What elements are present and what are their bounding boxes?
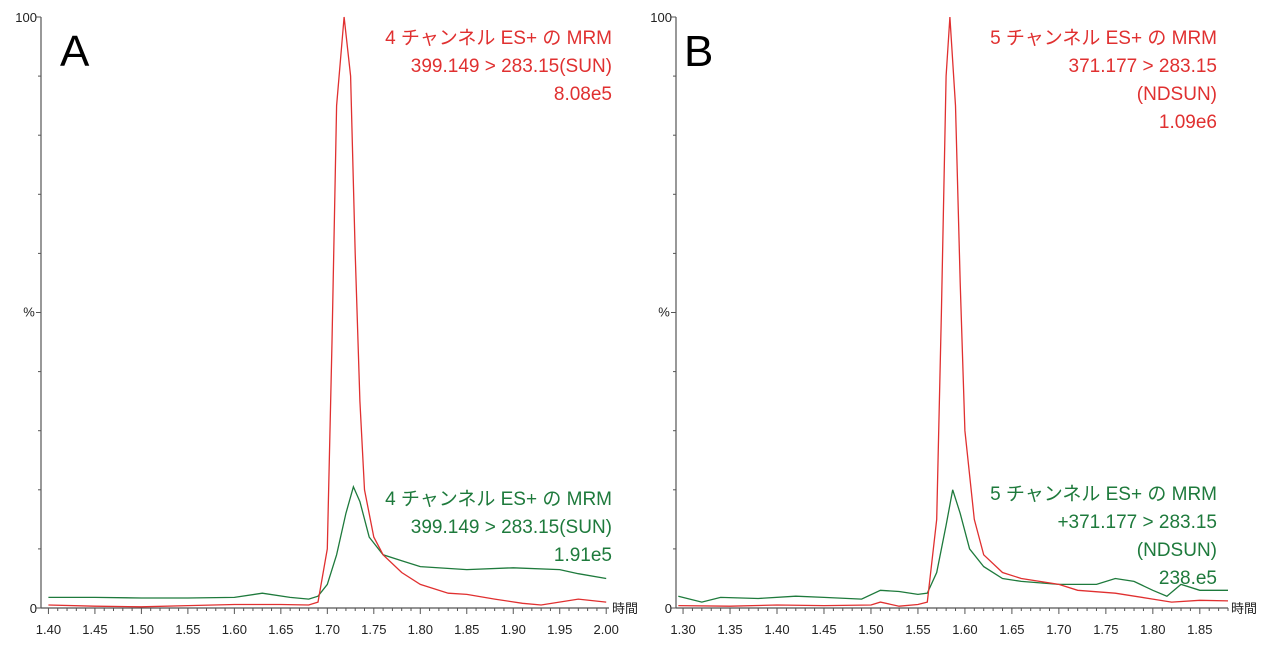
x-tick-label: 1.30 (670, 622, 695, 637)
series-annotation-green: 4 チャンネル ES+ の MRM (385, 489, 612, 510)
series-annotation-red: (NDSUN) (1137, 84, 1217, 105)
series-annotation-red: 4 チャンネル ES+ の MRM (385, 28, 612, 49)
panel-b: 100 0% 1.30 1.35 1.40 1.45 1.50 1.55 1.60 1.65 1.7… (650, 10, 1257, 637)
x-tick-label: 1.65 (999, 622, 1024, 637)
x-tick-label: 1.75 (361, 622, 386, 637)
series-annotation-red: 1.09e6 (1159, 112, 1217, 133)
x-axis-label: 時間 (1231, 601, 1257, 616)
y-tick-label: 0 (665, 601, 672, 616)
x-tick-label: 1.75 (1093, 622, 1118, 637)
series-annotation-green: (NDSUN) (1137, 540, 1217, 561)
x-tick-label: 1.40 (36, 622, 61, 637)
x-tick-label: 1.35 (717, 622, 742, 637)
series-line-green (48, 484, 607, 600)
x-tick-label: 2.00 (594, 622, 619, 637)
series-annotation-green: 238.e5 (1159, 568, 1217, 589)
series-annotation-green: +371.177 > 283.15 (1057, 512, 1217, 533)
x-axis-label: 時間 (612, 601, 638, 616)
series-annotation-green: 399.149 > 283.15(SUN) (411, 517, 612, 538)
x-tick-label: 1.60 (952, 622, 977, 637)
x-tick-label: 1.80 (1140, 622, 1165, 637)
panel-letter: B (684, 27, 713, 76)
x-tick-label: 1.80 (408, 622, 433, 637)
x-tick-label: 1.50 (129, 622, 154, 637)
x-tick-label: 1.45 (82, 622, 107, 637)
x-tick-label: 1.85 (454, 622, 479, 637)
x-tick-label: 1.85 (1187, 622, 1212, 637)
panel-letter: A (60, 27, 90, 76)
series-annotation-red: 5 チャンネル ES+ の MRM (990, 28, 1217, 49)
series-annotation-red: 371.177 > 283.15 (1069, 56, 1217, 77)
series-line-red (48, 16, 607, 608)
x-tick-label: 1.70 (315, 622, 340, 637)
x-tick-label: 1.70 (1046, 622, 1071, 637)
series-line-green (678, 489, 1228, 603)
series-annotation-red: 399.149 > 283.15(SUN) (411, 56, 612, 77)
series-annotation-red: 8.08e5 (554, 84, 612, 105)
series-annotation-green: 1.91e5 (554, 545, 612, 566)
x-tick-label: 1.40 (764, 622, 789, 637)
x-tick-label: 1.90 (501, 622, 526, 637)
x-tick-label: 1.50 (858, 622, 883, 637)
series-line-red (678, 16, 1229, 607)
x-tick-label: 1.55 (905, 622, 930, 637)
y-tick-label: 100 (650, 10, 672, 25)
x-tick-label: 1.95 (547, 622, 572, 637)
x-tick-label: 1.60 (222, 622, 247, 637)
x-tick-label: 1.55 (175, 622, 200, 637)
y-tick-label: 100 (15, 10, 37, 25)
y-tick-label: 0 (30, 601, 37, 616)
x-tick-label: 1.65 (268, 622, 293, 637)
y-axis-label: % (23, 305, 35, 320)
panel-a: 100 0% 1.40 1.45 1.50 1.55 1.60 1.65 1.70 1.75 1.8… (15, 10, 638, 637)
y-axis-label: % (658, 305, 670, 320)
series-annotation-green: 5 チャンネル ES+ の MRM (990, 484, 1217, 505)
x-tick-label: 1.45 (811, 622, 836, 637)
